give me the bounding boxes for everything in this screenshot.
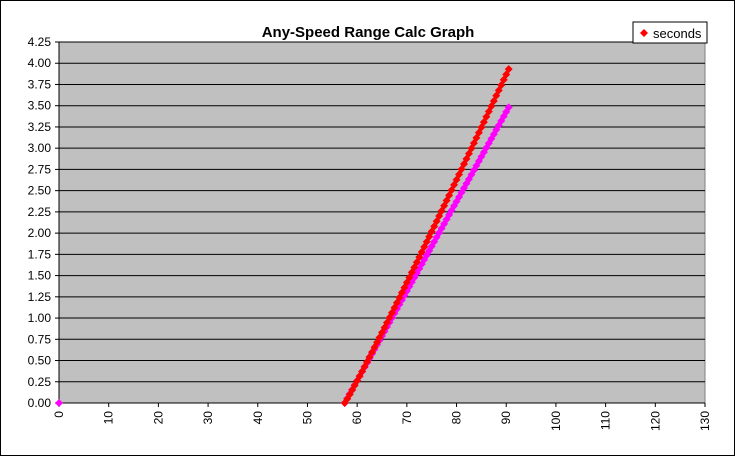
legend-box xyxy=(632,21,708,44)
x-tick-label: 10 xyxy=(102,411,116,425)
y-tick-label: 3.50 xyxy=(28,99,52,113)
y-tick-label: 4.25 xyxy=(28,35,52,49)
y-tick-label: 2.25 xyxy=(28,205,52,219)
plot-area xyxy=(58,41,706,404)
x-tick-label: 80 xyxy=(450,411,464,425)
y-tick-label: 0.00 xyxy=(28,396,52,410)
y-tick-label: 1.50 xyxy=(28,269,52,283)
y-tick-label: 3.25 xyxy=(28,120,52,134)
data-point xyxy=(474,128,483,137)
x-tick-label: 90 xyxy=(499,411,513,425)
y-tick-label: 3.00 xyxy=(28,141,52,155)
x-tick-label: 130 xyxy=(698,411,712,431)
x-tick-label: 60 xyxy=(350,411,364,425)
x-tick-label: 120 xyxy=(648,411,662,431)
x-tick-label: 110 xyxy=(599,411,613,430)
data-point xyxy=(504,103,513,112)
x-tick-label: 30 xyxy=(201,411,215,425)
legend-label: seconds xyxy=(653,26,702,41)
x-tick-label: 0 xyxy=(52,411,66,418)
y-tick-label: 1.00 xyxy=(28,311,52,325)
chart-title: Any-Speed Range Calc Graph xyxy=(262,24,475,41)
x-tick-label: 20 xyxy=(151,411,165,425)
x-tick-label: 50 xyxy=(300,411,314,425)
y-tick-label: 0.25 xyxy=(28,375,52,389)
y-tick-label: 2.00 xyxy=(28,226,52,240)
data-point xyxy=(492,125,501,134)
y-tick-label: 3.75 xyxy=(28,77,52,91)
x-tick-label: 70 xyxy=(400,411,414,425)
x-tick-label: 100 xyxy=(549,411,563,431)
y-tick-label: 2.50 xyxy=(28,184,52,198)
y-tick-label: 1.25 xyxy=(28,290,52,304)
y-tick-label: 1.75 xyxy=(28,247,52,261)
y-tick-label: 0.50 xyxy=(28,354,52,368)
y-tick-label: 4.00 xyxy=(28,56,52,70)
data-point xyxy=(55,399,63,407)
legend-marker xyxy=(640,29,648,37)
data-point xyxy=(504,65,513,74)
data-point xyxy=(420,255,429,264)
data-point xyxy=(415,253,424,262)
x-tick-label: 40 xyxy=(251,411,265,425)
y-tick-label: 0.75 xyxy=(28,332,52,346)
y-tick-label: 2.75 xyxy=(28,162,52,176)
legend: seconds xyxy=(632,21,708,44)
